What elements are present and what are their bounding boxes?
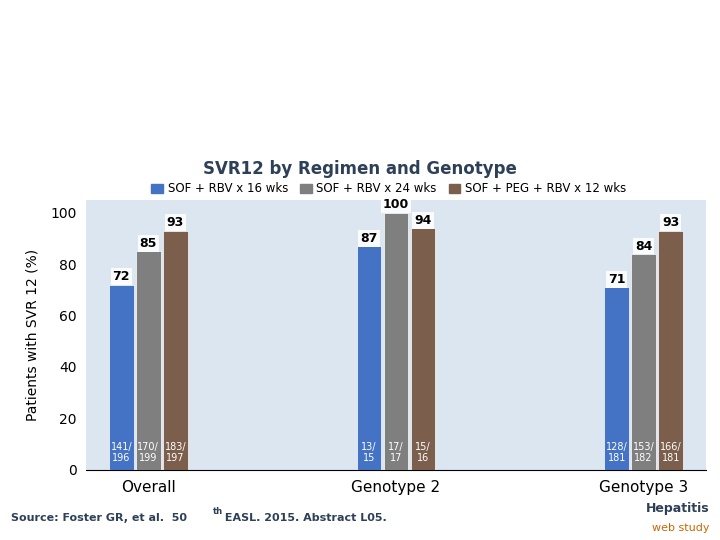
Text: 141/
196: 141/ 196 [110, 442, 132, 463]
Bar [384, 213, 408, 470]
Text: SVR12 by Regimen and Genotype: SVR12 by Regimen and Genotype [203, 160, 517, 178]
Text: Sofosbuvir + Ribavirin +/- Peginterferon for HCV GT 2 or 3: Sofosbuvir + Ribavirin +/- Peginterferon… [40, 43, 680, 63]
Text: 17/
17: 17/ 17 [388, 442, 404, 463]
Bar [356, 246, 382, 470]
Text: 93: 93 [167, 217, 184, 230]
Y-axis label: Patients with SVR 12 (%): Patients with SVR 12 (%) [25, 249, 39, 421]
Text: 170/
199: 170/ 199 [138, 442, 159, 463]
Text: Source: Foster GR, et al.  50: Source: Foster GR, et al. 50 [11, 514, 186, 523]
Text: 85: 85 [140, 237, 157, 250]
Text: 153/
182: 153/ 182 [633, 442, 654, 463]
Text: 72: 72 [112, 271, 130, 284]
Text: 166/
181: 166/ 181 [660, 442, 682, 463]
Text: web study: web study [652, 523, 710, 533]
Text: 94: 94 [414, 214, 432, 227]
Legend: SOF + RBV x 16 wks, SOF + RBV x 24 wks, SOF + PEG + RBV x 12 wks: SOF + RBV x 16 wks, SOF + RBV x 24 wks, … [146, 178, 631, 200]
Text: 84: 84 [635, 240, 652, 253]
Text: BOSON: Results: BOSON: Results [273, 104, 447, 123]
Bar [136, 251, 161, 470]
Text: 128/
181: 128/ 181 [606, 442, 628, 463]
Text: 93: 93 [662, 217, 680, 230]
Text: Hepatitis: Hepatitis [647, 502, 710, 515]
Text: 183/
197: 183/ 197 [165, 442, 186, 463]
Text: th: th [213, 508, 223, 516]
Bar [163, 231, 188, 470]
Text: 13/
15: 13/ 15 [361, 442, 377, 463]
Text: 87: 87 [360, 232, 378, 245]
Bar [604, 287, 629, 470]
Bar [109, 285, 134, 470]
Bar [658, 231, 683, 470]
Text: 71: 71 [608, 273, 626, 286]
Text: EASL. 2015. Abstract L05.: EASL. 2015. Abstract L05. [222, 514, 387, 523]
Text: 100: 100 [383, 198, 409, 211]
Text: 15/
16: 15/ 16 [415, 442, 431, 463]
Bar [410, 228, 436, 470]
Bar [631, 254, 656, 470]
